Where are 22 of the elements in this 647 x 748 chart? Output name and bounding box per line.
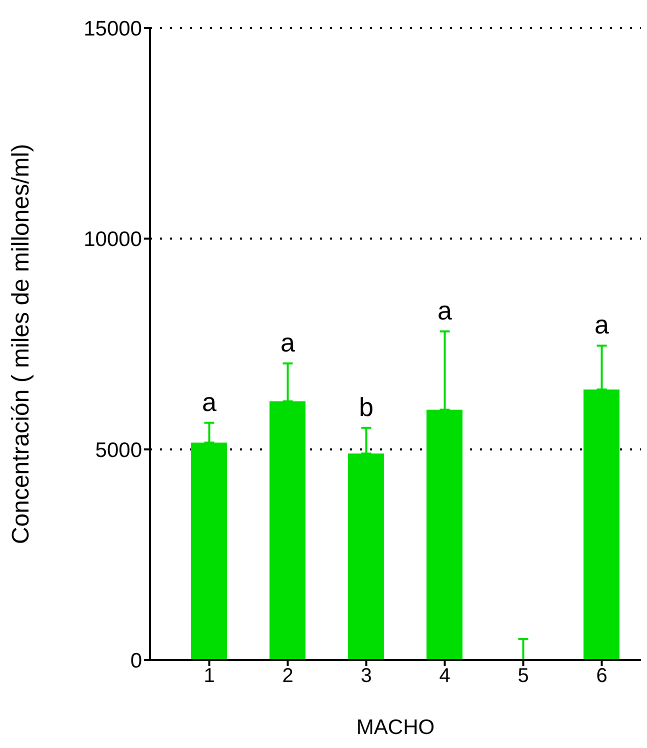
- x-tick-label: 5: [518, 665, 529, 688]
- y-tick-label: 15000: [84, 17, 142, 40]
- x-tick-label: 6: [596, 665, 608, 688]
- x-tick-label: 4: [439, 665, 450, 688]
- bar: [348, 454, 384, 660]
- annotation: a: [438, 295, 453, 326]
- annotation: b: [359, 392, 374, 422]
- x-tick-label: 1: [204, 665, 215, 688]
- y-axis-title: Concentración ( miles de millones/ml): [8, 144, 35, 544]
- bar: [191, 442, 227, 660]
- bar: [426, 410, 462, 660]
- annotation: a: [202, 386, 218, 417]
- x-axis-title: MACHO: [356, 716, 435, 739]
- bar: [584, 390, 620, 660]
- x-tick-label: 2: [282, 665, 294, 688]
- annotation: a: [594, 310, 610, 340]
- y-tick-label: 0: [130, 649, 142, 672]
- x-tick-label: 3: [360, 665, 372, 688]
- annotation: a: [280, 327, 296, 358]
- y-tick-label: 5000: [95, 438, 142, 462]
- bar: [270, 401, 306, 660]
- y-tick-label: 10000: [84, 228, 142, 252]
